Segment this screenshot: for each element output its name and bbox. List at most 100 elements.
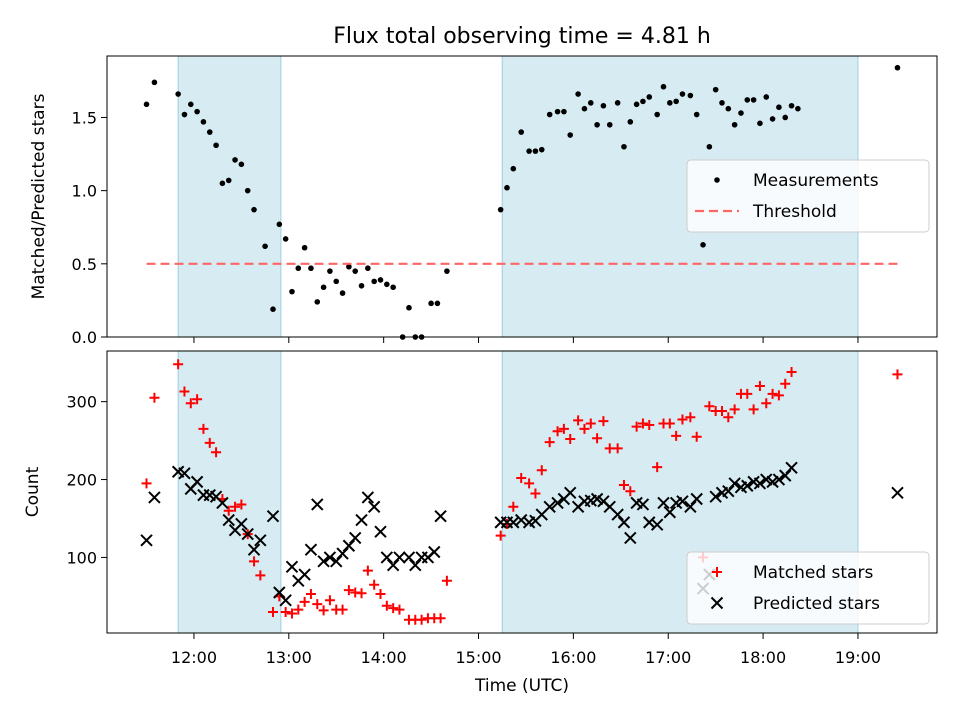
data-point xyxy=(301,244,308,251)
data-point xyxy=(624,531,637,545)
data-point xyxy=(690,492,703,506)
data-point xyxy=(704,401,715,412)
data-point xyxy=(428,300,434,307)
data-point xyxy=(532,148,539,154)
data-point xyxy=(643,516,656,529)
x-tick-label: 18:00 xyxy=(740,648,786,667)
data-point xyxy=(526,148,532,154)
data-point xyxy=(761,398,772,409)
data-point xyxy=(247,543,261,556)
data-point xyxy=(381,600,392,611)
data-point xyxy=(299,596,310,607)
data-point xyxy=(646,94,653,100)
data-point xyxy=(342,539,356,552)
data-point xyxy=(685,412,696,423)
data-point xyxy=(339,290,346,296)
data-point xyxy=(273,586,286,599)
data-point xyxy=(894,64,901,71)
data-point xyxy=(230,501,241,512)
x-axis-label: Time (UTC) xyxy=(474,676,569,696)
data-point xyxy=(611,508,624,521)
data-point xyxy=(780,378,791,389)
data-point xyxy=(567,132,574,138)
data-point xyxy=(346,263,352,270)
data-point xyxy=(143,101,150,108)
data-point xyxy=(262,243,268,250)
data-point xyxy=(754,381,765,392)
x-tick-label: 19:00 xyxy=(835,648,881,667)
data-point xyxy=(660,83,667,90)
series-matched-stars xyxy=(141,359,903,625)
data-point xyxy=(561,108,567,115)
data-point xyxy=(320,284,327,291)
data-point xyxy=(753,477,767,490)
data-point xyxy=(687,92,694,99)
data-point xyxy=(667,100,673,106)
data-point xyxy=(722,485,735,498)
data-point xyxy=(282,236,289,242)
x-tick-label: 13:00 xyxy=(266,648,312,667)
data-point xyxy=(314,299,321,305)
data-point xyxy=(544,437,555,448)
data-point xyxy=(565,434,576,445)
data-point xyxy=(435,613,446,624)
data-point xyxy=(637,418,648,429)
data-point xyxy=(654,111,660,118)
data-point xyxy=(772,473,786,486)
data-point xyxy=(723,412,734,423)
data-point xyxy=(276,221,283,228)
data-point xyxy=(742,388,753,399)
data-point xyxy=(362,565,373,576)
data-point xyxy=(416,614,427,625)
data-point xyxy=(592,433,603,444)
data-point xyxy=(677,414,688,425)
data-point xyxy=(663,506,677,519)
data-point xyxy=(434,300,441,307)
data-point xyxy=(194,108,200,115)
data-point xyxy=(365,265,371,272)
data-point xyxy=(515,513,528,527)
data-point xyxy=(786,367,797,378)
legend-label: Predicted stars xyxy=(753,594,880,614)
data-point xyxy=(236,499,247,510)
data-point xyxy=(618,479,629,490)
data-point xyxy=(731,121,738,128)
data-point xyxy=(581,105,588,112)
data-point xyxy=(388,603,399,614)
data-point xyxy=(573,415,584,426)
data-point xyxy=(575,91,581,97)
data-point xyxy=(254,534,267,547)
data-point xyxy=(327,268,333,274)
data-point xyxy=(232,157,238,163)
data-point xyxy=(198,423,209,434)
data-point xyxy=(585,418,596,429)
data-point xyxy=(536,465,547,476)
figure-title: Flux total observing time = 4.81 h xyxy=(333,24,711,49)
data-point xyxy=(358,282,365,289)
data-point xyxy=(393,551,406,564)
data-point xyxy=(606,121,613,128)
data-point xyxy=(530,488,541,499)
data-point xyxy=(757,120,763,127)
data-point xyxy=(552,426,563,437)
data-point xyxy=(795,105,801,112)
data-point xyxy=(371,278,377,285)
data-point xyxy=(336,547,349,560)
data-point xyxy=(406,304,412,311)
data-point xyxy=(782,114,789,121)
data-point xyxy=(600,102,607,109)
data-point xyxy=(501,518,512,529)
ratio-panel: 0.0 0.5 1.0 1.5 Matched/Predicted stars Measu… xyxy=(29,55,938,347)
y-tick-label: 1.5 xyxy=(72,108,97,127)
data-point xyxy=(729,404,740,415)
data-point xyxy=(644,420,655,431)
data-point xyxy=(631,421,642,432)
data-point xyxy=(428,545,441,559)
data-point xyxy=(744,97,751,103)
data-point xyxy=(308,265,314,272)
data-point xyxy=(788,102,795,109)
data-point xyxy=(693,111,700,118)
data-point xyxy=(543,500,556,514)
data-point xyxy=(716,405,727,416)
data-point xyxy=(356,588,367,599)
